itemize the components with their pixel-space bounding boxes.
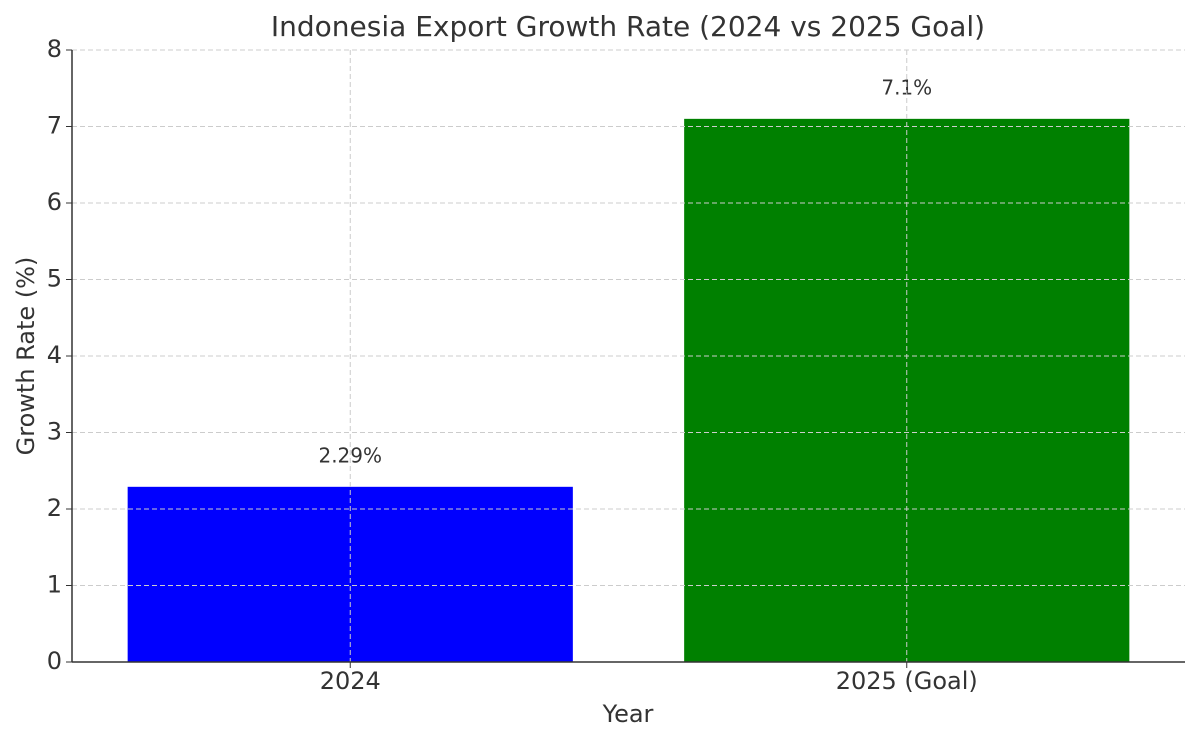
y-tick-label: 5 [47, 265, 62, 293]
y-tick-label: 0 [47, 647, 62, 675]
y-tick-label: 7 [47, 112, 62, 140]
y-tick-label: 2 [47, 494, 62, 522]
y-tick-label: 1 [47, 571, 62, 599]
y-tick-label: 6 [47, 188, 62, 216]
x-tick-label: 2024 [320, 667, 381, 695]
y-tick-label: 4 [47, 341, 62, 369]
y-axis-label: Growth Rate (%) [12, 257, 40, 456]
y-tick-label: 8 [47, 35, 62, 63]
x-axis-label: Year [602, 700, 654, 728]
value-label: 2.29% [318, 443, 382, 467]
x-tick-label: 2025 (Goal) [836, 667, 978, 695]
value-label: 7.1% [881, 75, 932, 99]
chart-title: Indonesia Export Growth Rate (2024 vs 20… [271, 10, 985, 43]
y-tick-label: 3 [47, 418, 62, 446]
